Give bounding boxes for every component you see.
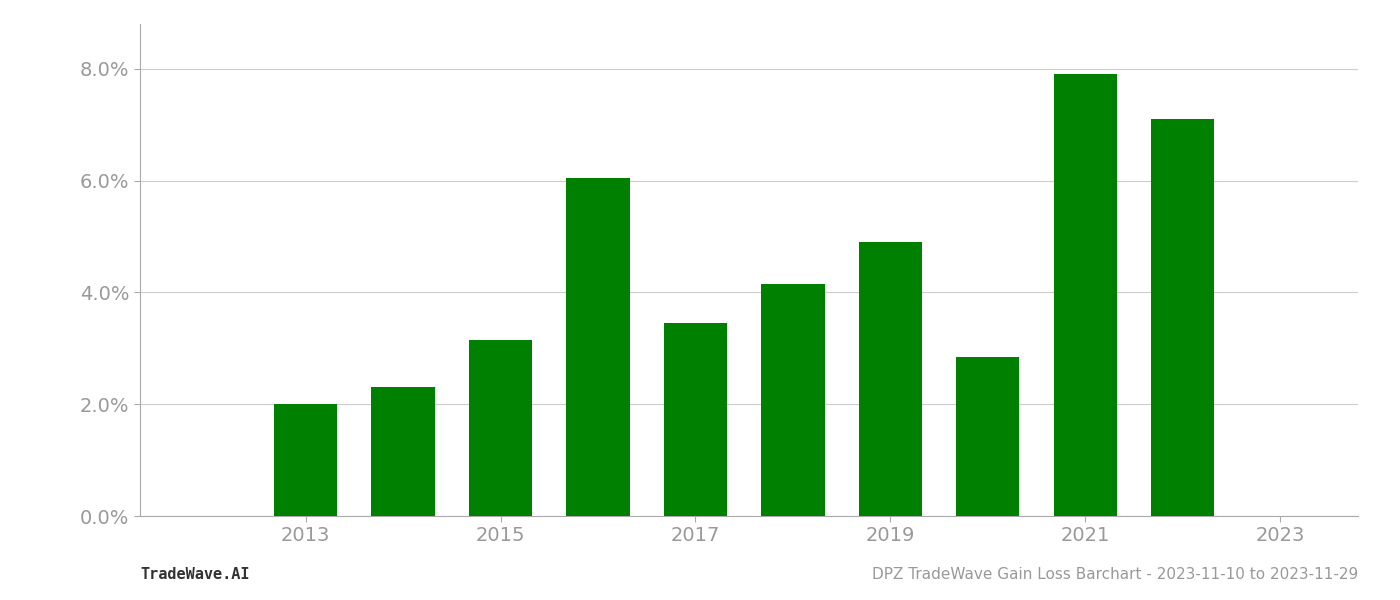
Bar (762, 284, 825, 516)
Text: DPZ TradeWave Gain Loss Barchart - 2023-11-10 to 2023-11-29: DPZ TradeWave Gain Loss Barchart - 2023-… (872, 567, 1358, 582)
Bar (567, 178, 630, 516)
Bar (1053, 74, 1117, 516)
Bar (274, 404, 337, 516)
Bar (956, 356, 1019, 516)
Text: TradeWave.AI: TradeWave.AI (140, 567, 249, 582)
Bar (1151, 119, 1214, 516)
Bar (469, 340, 532, 516)
Bar (371, 388, 435, 516)
Bar (664, 323, 727, 516)
Bar (858, 242, 923, 516)
